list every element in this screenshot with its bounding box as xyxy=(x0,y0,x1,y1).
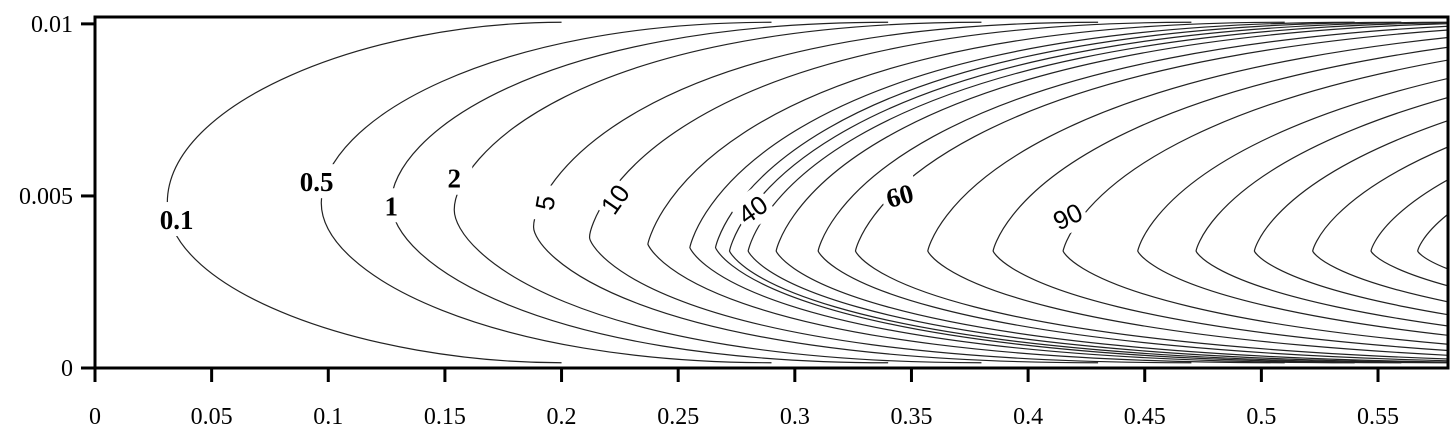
y-tick-label: 0 xyxy=(61,356,73,382)
x-tick-label: 0.35 xyxy=(890,404,932,430)
contour-label-bg xyxy=(158,202,195,237)
contour-line xyxy=(927,37,1448,356)
contour-line xyxy=(854,29,1448,360)
contour-line xyxy=(775,23,1448,363)
x-tick-label: 0.5 xyxy=(1246,404,1276,430)
contour-label-bg xyxy=(373,188,410,223)
contour-line xyxy=(689,21,1355,364)
x-tick-label: 0.2 xyxy=(547,404,577,430)
contour-line xyxy=(1312,146,1448,303)
contour-label: 90 xyxy=(1048,197,1087,236)
contour-line xyxy=(588,21,1192,364)
x-tick-label: 0.05 xyxy=(191,404,233,430)
contour-line xyxy=(1195,96,1448,327)
x-tick-label: 0.25 xyxy=(657,404,699,430)
contour-lines xyxy=(166,21,1448,364)
contour-line xyxy=(1137,77,1448,336)
y-tick-label: 0.01 xyxy=(31,12,73,38)
contour-label: 0.1 xyxy=(160,205,194,235)
contour-label-bg xyxy=(1043,192,1091,239)
contour-label-bg xyxy=(298,164,335,199)
contour-line xyxy=(1417,213,1448,270)
contour-label: 0.5 xyxy=(300,167,334,197)
contour-label-bg xyxy=(877,173,922,217)
plot-frame xyxy=(93,15,1450,370)
contour-label-bg xyxy=(524,181,565,224)
contour-line xyxy=(647,21,1285,364)
x-tick-label: 0.15 xyxy=(424,404,466,430)
x-tick-label: 0.3 xyxy=(780,404,810,430)
contour-label: 2 xyxy=(447,164,461,194)
x-tick-label: 0 xyxy=(89,404,101,430)
x-axis: 0 0.05 0.1 0.15 0.2 0.25 0.3 0.35 0.4 0.45 0.5 0.55 xyxy=(89,368,1399,430)
contour-label: 5 xyxy=(529,193,561,212)
contour-line xyxy=(817,25,1448,362)
x-tick-label: 0.4 xyxy=(1013,404,1043,430)
y-axis: 0 0.005 0.01 xyxy=(19,12,95,382)
contour-line xyxy=(714,21,1402,364)
contour-label-bg xyxy=(590,174,639,224)
contour-label: 1 xyxy=(385,191,399,221)
contour-label-bg xyxy=(436,160,473,195)
x-tick-label: 0.55 xyxy=(1357,404,1399,430)
contour-line xyxy=(166,21,562,364)
contour-line xyxy=(728,21,1448,364)
contour-line xyxy=(1253,120,1448,316)
contour-line xyxy=(747,22,1448,364)
contour-line xyxy=(992,46,1448,352)
contour-label: 40 xyxy=(732,189,773,230)
contour-label-bg xyxy=(727,184,777,234)
y-tick-label: 0.005 xyxy=(19,184,73,210)
contour-label: 10 xyxy=(595,179,636,220)
contour-line xyxy=(532,21,1099,364)
contour-line xyxy=(1370,179,1448,287)
x-tick-label: 0.45 xyxy=(1124,404,1166,430)
contour-line xyxy=(453,21,982,364)
x-tick-label: 0.1 xyxy=(313,404,343,430)
contour-line xyxy=(320,21,772,364)
contour-line xyxy=(1062,59,1448,345)
